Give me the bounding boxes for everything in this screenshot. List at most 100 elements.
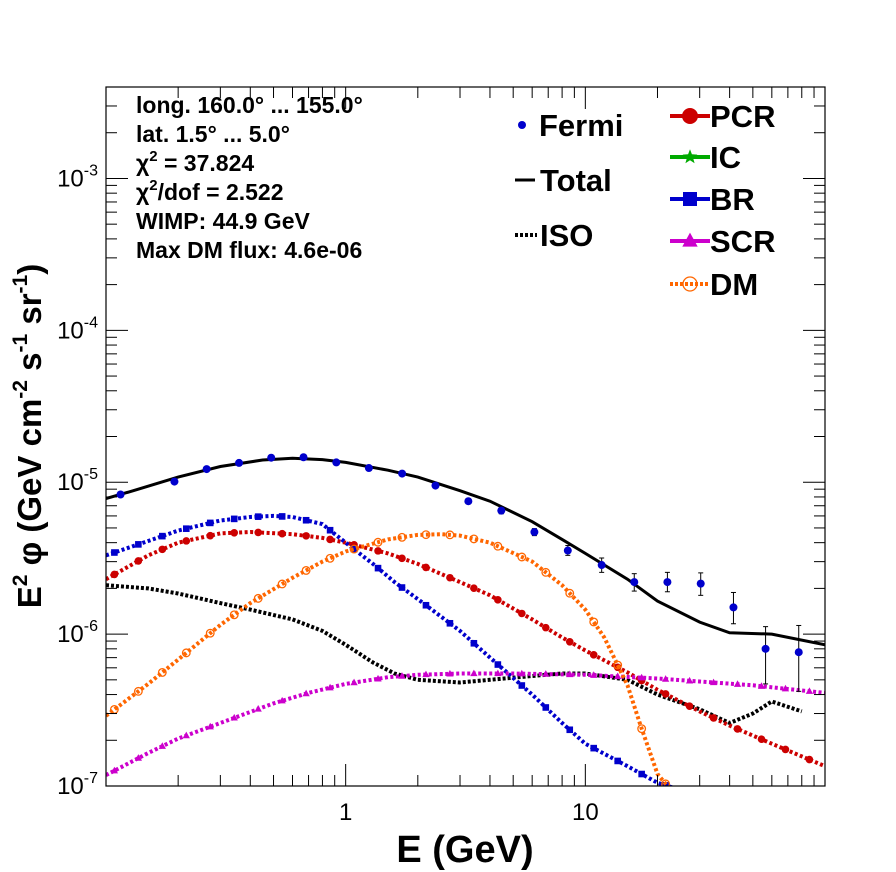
marker-br: [638, 770, 645, 778]
marker-pcr: [110, 570, 119, 579]
fermi-point: [530, 528, 539, 537]
fermi-point: [729, 603, 738, 612]
marker-dm: [133, 686, 143, 696]
legend-marker: [682, 108, 698, 124]
marker-br: [254, 513, 262, 520]
marker-pcr: [470, 584, 478, 593]
fermi-point: [398, 469, 407, 478]
series-pcr: [106, 528, 825, 769]
marker-scr: [614, 672, 622, 680]
marker-pcr: [541, 623, 550, 632]
marker-br: [206, 519, 214, 527]
y-tick-label: 10-5: [57, 466, 98, 496]
marker-pcr: [757, 735, 766, 744]
marker-dm: [421, 530, 431, 540]
info-line: long. 160.0° ... 155.0°: [136, 92, 363, 118]
info-line: χ2 = 37.824: [136, 148, 254, 176]
legend-label: Fermi: [539, 108, 623, 143]
marker-scr: [350, 678, 358, 686]
legend-label: DM: [710, 267, 758, 302]
series-total: [106, 456, 825, 647]
marker-pcr: [302, 532, 310, 540]
info-line: χ2/dof = 2.522: [136, 177, 284, 205]
legend: Fermi Total ISO PCR IC BR SCR DM: [515, 99, 775, 302]
marker-br: [590, 744, 598, 752]
marker-pcr: [182, 537, 191, 545]
x-tick-label: 1: [339, 799, 352, 826]
marker-scr: [446, 669, 454, 677]
fermi-point: [235, 458, 244, 467]
marker-scr: [398, 672, 406, 679]
marker-pcr: [565, 637, 574, 646]
marker-br: [398, 584, 406, 591]
marker-dm: [229, 610, 239, 620]
marker-pcr: [494, 596, 502, 604]
y-axis-title: E2 φ (GeV cm-2 s-1 sr-1): [9, 264, 48, 609]
marker-br: [518, 682, 526, 689]
marker-br: [302, 516, 310, 524]
info-line: lat. 1.5° ... 5.0°: [136, 121, 290, 147]
info-box: long. 160.0° ... 155.0° lat. 1.5° ... 5.0…: [136, 92, 363, 263]
marker-pcr: [685, 702, 694, 711]
marker-scr: [326, 683, 334, 691]
marker-dm: [157, 667, 167, 677]
marker-scr: [302, 689, 310, 697]
marker-scr: [230, 713, 238, 721]
marker-br: [566, 726, 574, 734]
series-line-scr: [106, 671, 825, 777]
series-scr: [106, 669, 825, 777]
y-tick-labels: 10-7 10-6 10-5 10-4 10-3: [57, 162, 98, 800]
marker-dm: [277, 579, 287, 589]
marker-dm: [445, 530, 455, 540]
marker-scr: [542, 670, 550, 677]
marker-br: [470, 639, 478, 647]
fermi-point: [464, 497, 473, 506]
legend-label: SCR: [710, 224, 775, 259]
marker-dm: [661, 779, 671, 786]
marker-pcr: [134, 557, 143, 565]
fermi-point: [116, 490, 125, 499]
marker-scr: [182, 731, 190, 739]
marker-scr: [374, 674, 382, 682]
fermi-point: [299, 453, 308, 462]
marker-dm: [637, 724, 647, 734]
marker-dm: [517, 552, 527, 562]
marker-br: [135, 541, 142, 548]
fermi-point: [431, 481, 440, 490]
legend-label: ISO: [540, 218, 593, 253]
fermi-point: [696, 579, 705, 588]
marker-dm: [541, 567, 551, 577]
legend-item-pcr: PCR: [670, 99, 775, 134]
marker-dm: [469, 534, 479, 544]
axis-ticks: [105, 86, 825, 787]
fermi-point: [170, 477, 179, 486]
fermi-point: [332, 458, 341, 467]
series-line-iso: [106, 583, 803, 726]
fermi-point: [364, 464, 373, 473]
marker-br: [350, 545, 358, 553]
marker-dm: [325, 553, 335, 563]
marker-pcr: [589, 651, 598, 659]
marker-pcr: [254, 528, 262, 537]
legend-item-br: BR: [670, 182, 755, 217]
marker-scr: [805, 687, 814, 694]
marker-scr: [709, 678, 718, 686]
x-tick-label: 10: [572, 799, 599, 826]
x-axis-title: E (GeV): [396, 829, 533, 871]
fermi-point: [663, 578, 672, 587]
legend-label: IC: [710, 140, 741, 175]
marker-pcr: [733, 725, 742, 733]
marker-br: [614, 757, 621, 765]
marker-scr: [757, 682, 766, 689]
marker-scr: [566, 670, 574, 678]
marker-br: [446, 619, 454, 627]
marker-dm: [397, 532, 407, 542]
marker-scr: [206, 722, 214, 730]
legend-marker: [683, 192, 697, 206]
marker-dm: [181, 648, 191, 658]
legend-item-scr: SCR: [670, 224, 775, 259]
legend-marker: [682, 232, 698, 247]
legend-marker: [682, 276, 698, 292]
fermi-point: [563, 546, 572, 555]
